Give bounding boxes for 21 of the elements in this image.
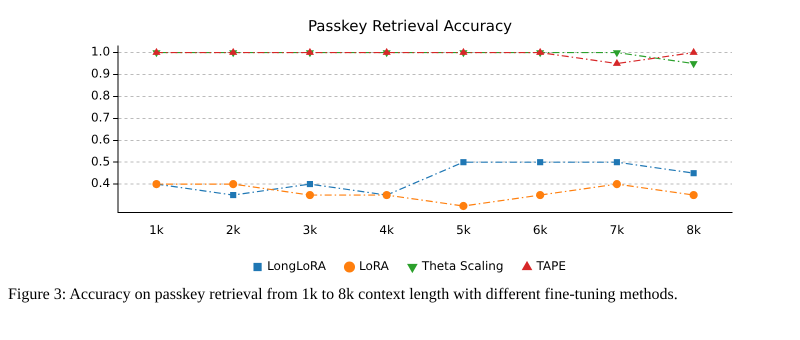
y-tick-label: 0.8 bbox=[90, 88, 110, 103]
legend-label: LongLoRA bbox=[267, 259, 327, 274]
chart-title: Passkey Retrieval Accuracy bbox=[308, 16, 512, 35]
y-tick-label: 0.4 bbox=[90, 176, 110, 190]
caption: Figure 3: Accuracy on passkey retrieval from 1k to 8k context length with different fine-tuning methods. bbox=[8, 285, 679, 305]
legend-label: Theta Scaling bbox=[420, 259, 504, 274]
x-tick-label: 2k bbox=[226, 222, 241, 237]
x-tick-label: 4k bbox=[379, 222, 394, 237]
y-tick-label: 0.5 bbox=[90, 154, 110, 168]
y-tick-label: 1.0 bbox=[90, 44, 110, 59]
legend-label: LoRA bbox=[358, 259, 390, 274]
x-tick-label: 7k bbox=[610, 222, 624, 237]
y-tick-label: 0.6 bbox=[90, 132, 110, 146]
x-tick-label: 8k bbox=[686, 222, 701, 237]
y-tick-label: 0.9 bbox=[90, 66, 110, 81]
x-tick-label: 1k bbox=[149, 222, 164, 237]
x-tick-label: 5k bbox=[456, 222, 471, 237]
x-tick-label: 6k bbox=[532, 222, 548, 237]
legend-label: TAPE bbox=[536, 259, 566, 274]
x-tick-label: 3k bbox=[302, 222, 318, 237]
y-tick-label: 0.7 bbox=[90, 110, 110, 124]
